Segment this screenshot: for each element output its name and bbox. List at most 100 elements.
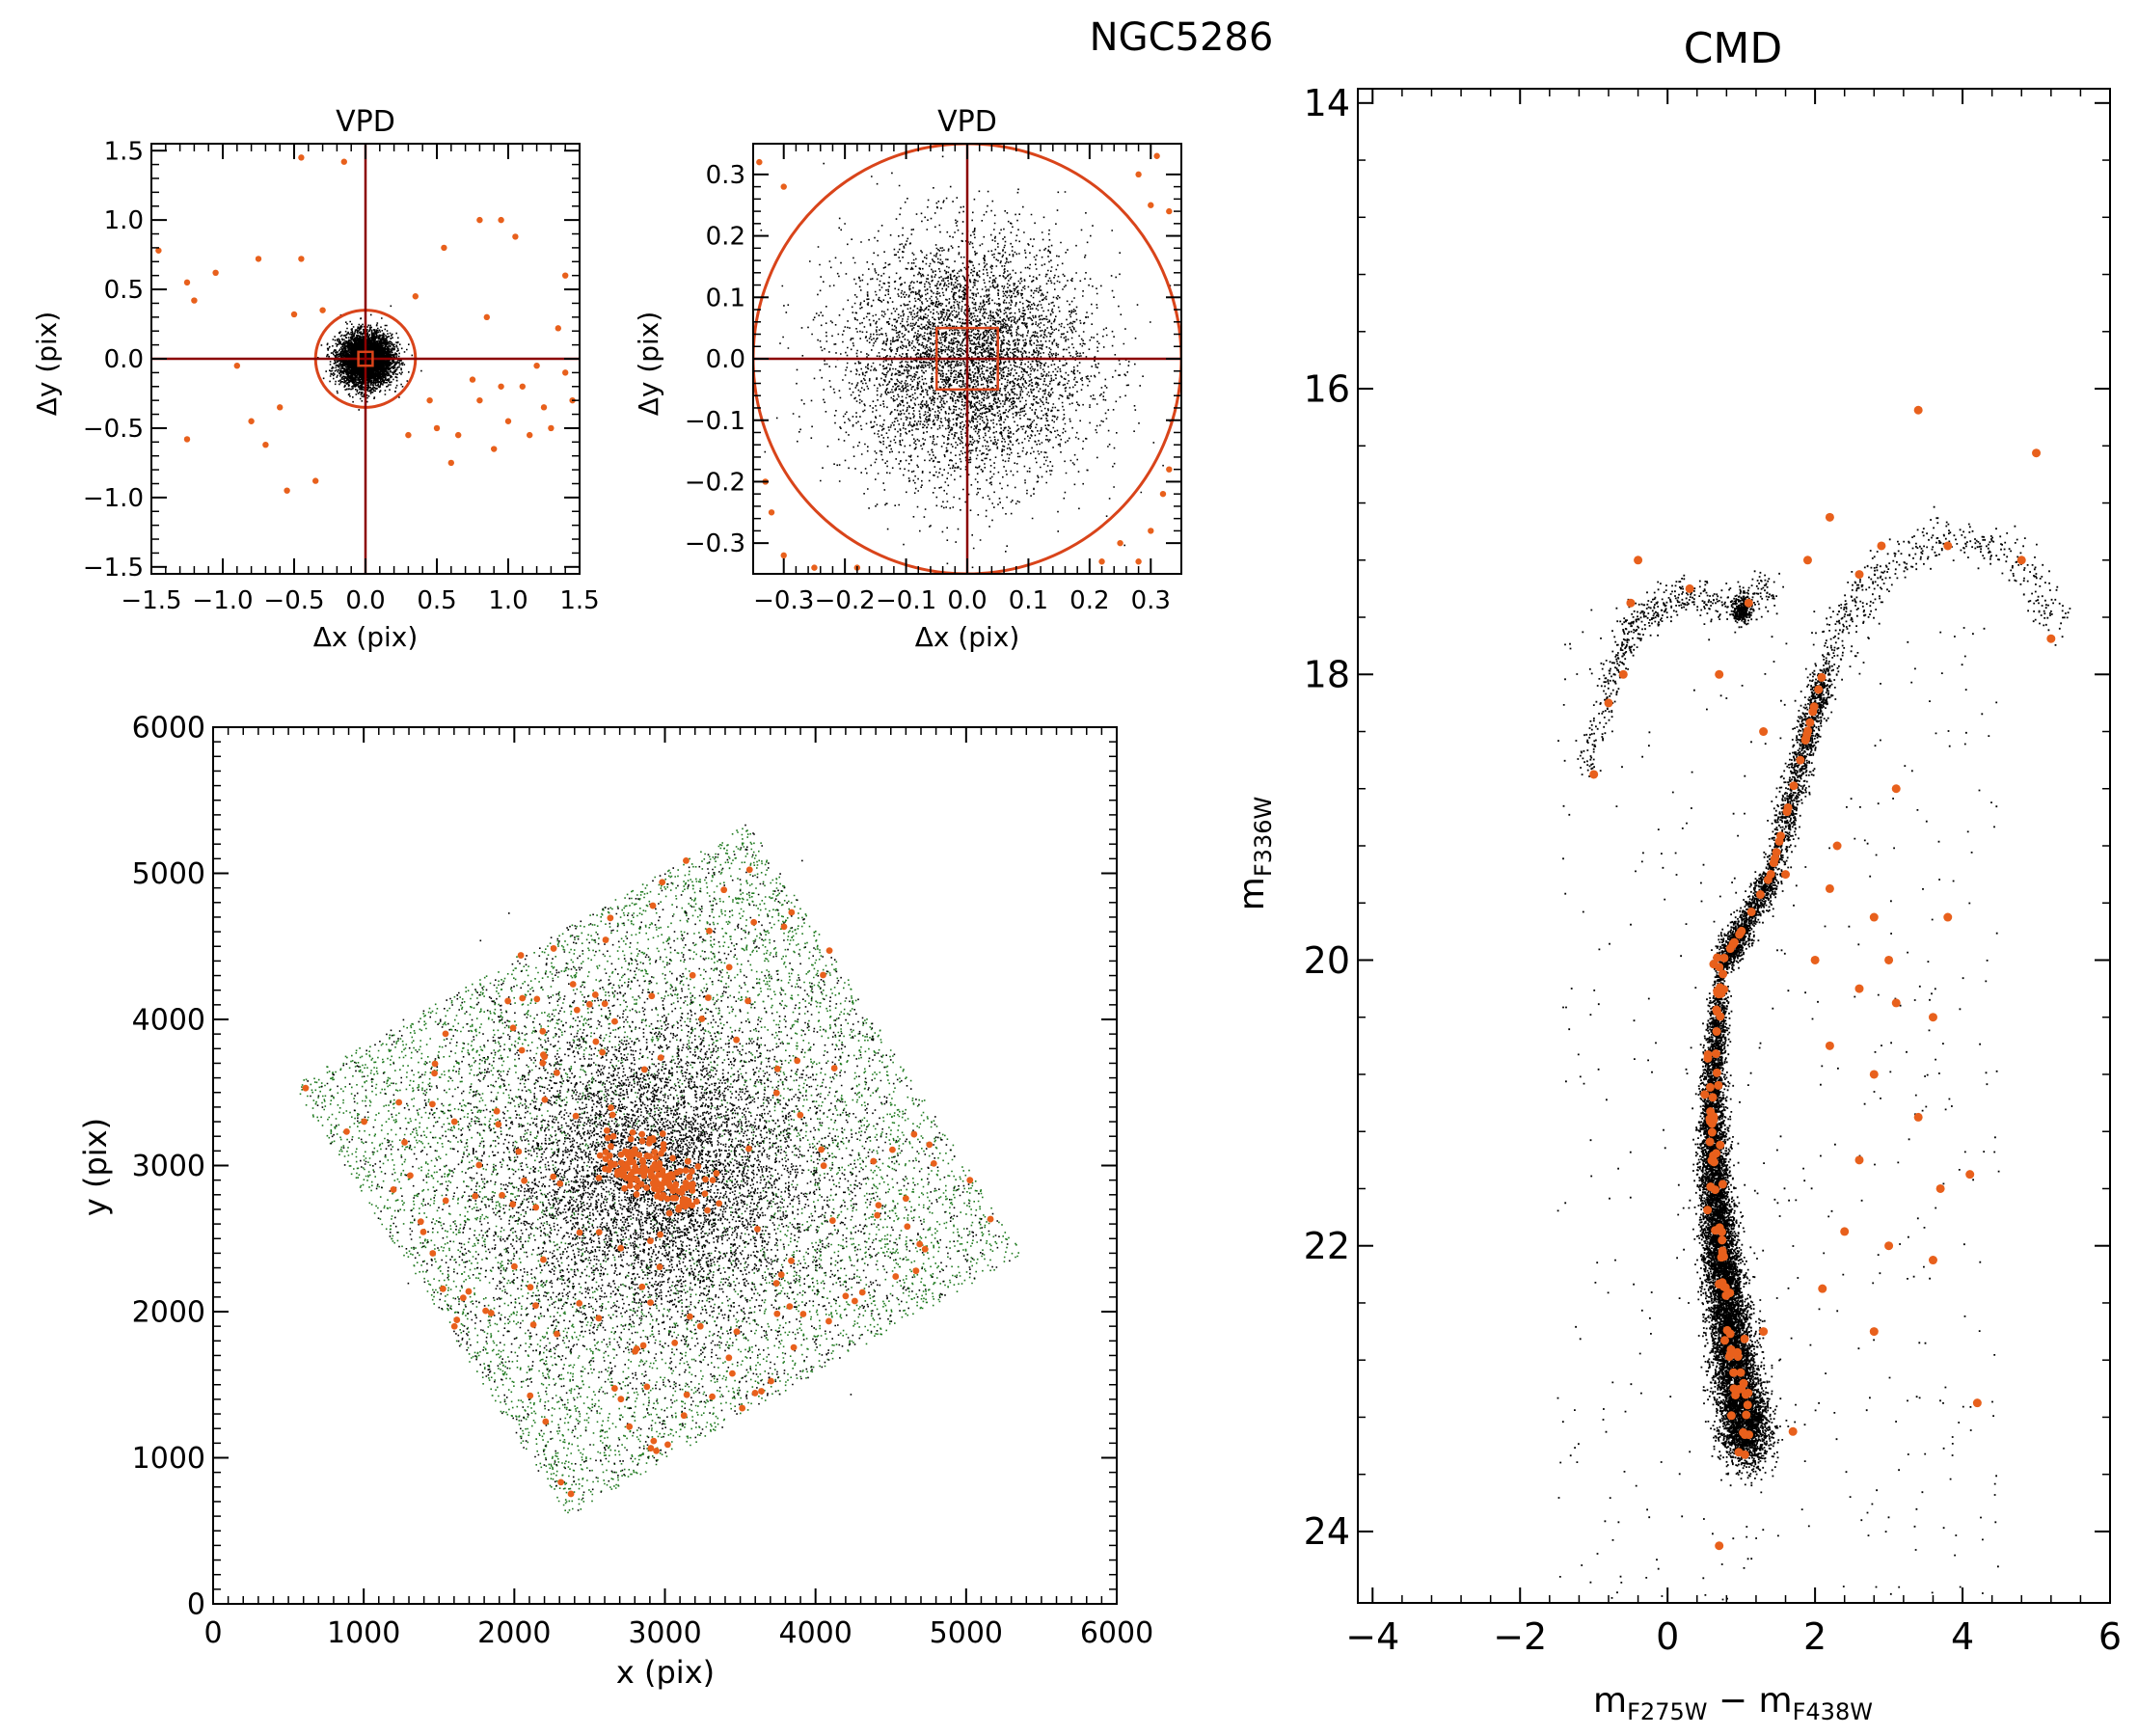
y-tick-label: 24 <box>1304 1510 1350 1553</box>
outlier-point <box>562 272 569 279</box>
outlier-point <box>576 1299 583 1307</box>
outlier-point <box>663 1195 671 1203</box>
outlier-point <box>431 1060 439 1068</box>
outlier-point <box>709 1393 716 1400</box>
outlier-point <box>851 1297 858 1305</box>
outlier-point <box>532 1302 539 1310</box>
outlier-point <box>647 1237 654 1245</box>
x-tick-label: 5000 <box>930 1616 1003 1650</box>
outlier-point <box>659 1130 666 1137</box>
y-tick-label: 14 <box>1304 82 1350 124</box>
outlier-point <box>729 1370 736 1377</box>
vpd-wide-panel: VPD Δx (pix) Δy (pix) −1.5 −1.0 −0.5 0.0 0.5… <box>31 105 600 653</box>
outlier-point <box>592 1038 600 1045</box>
outlier-point <box>1818 1284 1827 1293</box>
outlier-point <box>682 1167 690 1175</box>
outlier-point <box>657 1231 663 1238</box>
outlier-point <box>1744 598 1753 608</box>
outlier-point <box>450 1118 458 1126</box>
outlier-point <box>1869 1070 1879 1079</box>
outlier-point <box>395 1099 403 1106</box>
x-tick-label: 1.5 <box>559 586 599 615</box>
outlier-point <box>647 1299 654 1306</box>
outlier-point <box>1972 1398 1982 1408</box>
outlier-point <box>627 1135 635 1143</box>
outlier-point <box>629 1128 636 1136</box>
outlier-point <box>1719 969 1728 979</box>
y-tick-label: 22 <box>1304 1225 1350 1267</box>
y-tick-label: −0.5 <box>83 415 144 444</box>
outlier-point <box>1808 707 1818 717</box>
x-tick-label: 4000 <box>778 1616 852 1650</box>
outlier-point <box>656 1159 663 1167</box>
outlier-point <box>1705 1082 1715 1092</box>
outlier-point <box>596 1152 604 1159</box>
y-tick-label: 1.0 <box>104 206 144 235</box>
outlier-point <box>605 1166 612 1174</box>
outlier-point <box>608 1104 614 1111</box>
outlier-point <box>679 1202 687 1208</box>
outlier-point <box>548 424 555 432</box>
outlier-point <box>1713 953 1722 963</box>
outlier-point <box>870 1157 878 1165</box>
outlier-point <box>665 1209 673 1217</box>
outlier-point <box>1719 985 1729 994</box>
outlier-point <box>475 1161 483 1169</box>
y-tick-label: 3000 <box>132 1150 205 1183</box>
outlier-point <box>405 431 412 439</box>
outlier-point <box>1626 598 1636 608</box>
outlier-point <box>702 1176 709 1183</box>
x-tick-label: −1.5 <box>121 586 181 615</box>
outlier-point <box>709 1177 717 1184</box>
outlier-point <box>1814 685 1824 694</box>
outlier-point <box>1891 998 1901 1008</box>
outlier-point <box>601 1000 609 1008</box>
outlier-point <box>428 1100 436 1108</box>
outlier-point <box>659 879 666 886</box>
outlier-point <box>633 1345 640 1352</box>
outlier-point <box>686 1174 693 1180</box>
outlier-point <box>498 216 504 224</box>
outlier-point <box>930 1160 937 1167</box>
outlier-point <box>1736 1368 1746 1377</box>
outlier-point <box>519 383 526 390</box>
outlier-point <box>431 1070 438 1077</box>
outlier-point <box>459 1294 467 1302</box>
outlier-point <box>1766 869 1775 879</box>
x-tick-label: 2 <box>1803 1615 1827 1658</box>
outlier-point <box>542 1418 550 1425</box>
outlier-point <box>255 256 262 262</box>
outlier-point <box>1789 781 1799 791</box>
outlier-point <box>720 886 728 894</box>
outlier-point <box>509 1024 517 1032</box>
cmd-panel: CMD mF275W − mF438W mF336W −4 −2 0 2 4 614161… <box>1232 24 2122 1725</box>
outlier-point <box>1928 1256 1937 1265</box>
outlier-point <box>701 1190 709 1198</box>
outlier-point <box>390 1186 397 1193</box>
outlier-point <box>1719 953 1729 963</box>
outlier-point <box>1159 490 1167 498</box>
outlier-point <box>595 1174 603 1181</box>
outlier-point <box>921 1245 929 1253</box>
outlier-point <box>298 154 305 161</box>
outlier-point <box>401 1139 408 1146</box>
outlier-point <box>1718 1180 1727 1189</box>
outlier-point <box>439 1285 447 1292</box>
outlier-point <box>1166 207 1173 215</box>
outlier-point <box>183 279 191 286</box>
outlier-point <box>698 1016 706 1022</box>
y-tick-label: 0.0 <box>104 345 144 374</box>
outlier-point <box>609 1132 617 1140</box>
x-tick-label: 0.1 <box>1009 586 1048 615</box>
outlier-point <box>653 1447 660 1454</box>
outlier-point <box>692 1198 700 1206</box>
outlier-point <box>666 1182 673 1190</box>
outlier-point <box>680 1195 687 1203</box>
outlier-point <box>1817 672 1827 682</box>
outlier-point <box>533 995 541 1003</box>
outlier-point <box>472 1192 479 1200</box>
outlier-point <box>1783 802 1793 812</box>
outlier-point <box>797 1111 804 1119</box>
x-tick-label: 0.0 <box>345 586 385 615</box>
